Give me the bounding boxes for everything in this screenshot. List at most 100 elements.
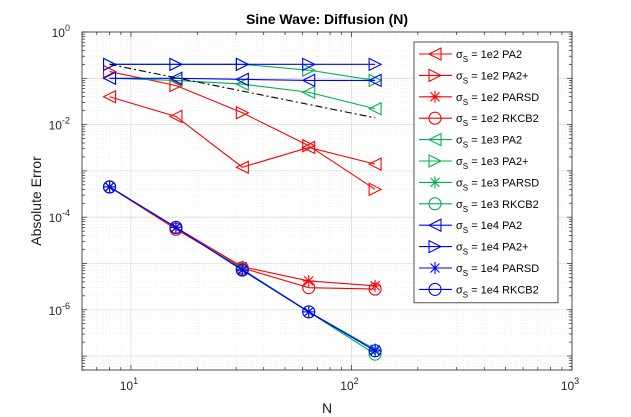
legend-item: σS = 1e4 PARSD	[419, 262, 539, 278]
legend-label-subscript: S	[463, 98, 468, 107]
legend-label: σS = 1e3 PA2	[456, 135, 522, 150]
legend-item: σS = 1e4 PA2+	[419, 239, 529, 257]
data-point	[368, 57, 383, 72]
legend-label-rest: = 1e4 PARSD	[468, 263, 539, 275]
y-axis-label: Absolute Error	[28, 156, 44, 246]
legend-box	[413, 41, 559, 304]
data-point	[235, 105, 250, 120]
y-tick-label: 10-4	[49, 208, 70, 225]
y-tick-label: 10-6	[49, 301, 70, 318]
legend-label: σS = 1e3 RKCB2	[456, 199, 539, 214]
series-line	[109, 96, 376, 168]
series-line	[109, 186, 376, 352]
legend-label-sigma: σ	[456, 49, 463, 61]
legend-item: σS = 1e4 RKCB2	[419, 282, 539, 299]
y-tick-label-base: 10	[49, 119, 63, 133]
legend-item: σS = 1e4 PA2	[419, 218, 522, 235]
data-point	[235, 72, 249, 87]
data-point	[169, 57, 184, 72]
legend-label-sigma: σ	[456, 156, 463, 168]
legend-label: σS = 1e2 PA2+	[456, 70, 529, 85]
series-1	[102, 89, 382, 175]
legend-label: σS = 1e2 RKCB2	[456, 113, 539, 128]
data-point	[168, 71, 183, 86]
y-tick-label-base: 10	[49, 304, 63, 318]
legend-label-sigma: σ	[456, 92, 463, 104]
legend-label-subscript: S	[463, 76, 468, 85]
legend-marker	[428, 197, 442, 211]
legend-label-sigma: σ	[456, 199, 463, 211]
y-tick-label: 100	[52, 23, 70, 40]
data-point	[302, 305, 316, 319]
legend-label-subscript: S	[463, 141, 468, 150]
legend-label-rest: = 1e2 PA2+	[468, 70, 528, 82]
legend-marker	[429, 262, 441, 274]
legend-marker	[428, 282, 442, 296]
data-point	[301, 140, 316, 155]
data-point	[368, 344, 382, 358]
data-point	[369, 344, 382, 357]
legend-label-subscript: S	[463, 119, 468, 128]
legend-label: σS = 1e3 PA2+	[456, 156, 529, 171]
legend-label-rest: = 1e3 PA2+	[468, 156, 528, 168]
legend-marker	[428, 239, 443, 254]
legend-label-subscript: S	[463, 205, 468, 214]
legend-label-rest: = 1e2 PA2	[468, 49, 522, 61]
legend-marker	[428, 154, 443, 168]
legend-label: σS = 1e4 PA2	[456, 220, 522, 235]
x-tick-label: 102	[340, 376, 358, 393]
y-tick-label-base: 10	[49, 211, 63, 225]
chart-title: Sine Wave: Diffusion (N)	[246, 11, 408, 27]
x-tick-label-base: 10	[120, 379, 134, 393]
legend-label: σS = 1e3 PARSD	[456, 177, 539, 192]
x-tick-label-exponent: 3	[574, 376, 579, 386]
data-point	[301, 73, 316, 88]
legend-label-subscript: S	[463, 248, 468, 257]
legend-label-sigma: σ	[456, 135, 463, 147]
y-tick-label-exponent: -2	[62, 116, 70, 126]
legend-label-sigma: σ	[456, 263, 463, 275]
legend-item: σS = 1e2 PARSD	[419, 90, 539, 107]
data-point	[103, 57, 117, 72]
data-point	[368, 282, 382, 296]
legend-marker	[428, 111, 442, 125]
legend-label-rest: = 1e4 RKCB2	[468, 284, 539, 296]
y-tick-label-exponent: -6	[62, 301, 70, 311]
legend-item: σS = 1e3 PA2+	[419, 154, 529, 171]
data-point	[302, 138, 316, 153]
data-point	[367, 157, 382, 172]
data-point	[235, 160, 249, 175]
legend-label-rest: = 1e3 PARSD	[468, 177, 539, 189]
legend-label-subscript: S	[463, 162, 468, 171]
x-tick-label: 103	[561, 376, 579, 393]
legend-marker	[428, 68, 443, 83]
legend-item: σS = 1e2 PA2+	[419, 68, 529, 85]
y-tick-label-exponent: -4	[62, 208, 70, 218]
legend-label-rest: = 1e2 RKCB2	[468, 113, 539, 125]
x-tick-label: 101	[120, 376, 138, 393]
data-point	[368, 182, 383, 197]
legend-label-sigma: σ	[456, 284, 463, 296]
legend-item: σS = 1e2 RKCB2	[419, 111, 539, 128]
y-tick-label: 10-2	[49, 116, 70, 133]
data-point	[302, 281, 316, 295]
legend-label: σS = 1e4 PARSD	[456, 263, 539, 278]
data-point	[302, 57, 316, 72]
legend-marker	[427, 218, 442, 233]
reference-line	[109, 63, 376, 119]
x-axis-label: N	[322, 400, 332, 416]
legend-label-rest: = 1e4 PA2	[468, 220, 522, 232]
data-point	[235, 57, 250, 72]
data-point	[235, 263, 249, 277]
legend-label-subscript: S	[463, 226, 468, 235]
series-12	[103, 180, 382, 358]
legend-label-sigma: σ	[456, 242, 463, 254]
series-line	[109, 77, 376, 110]
legend-label-rest: = 1e4 PA2+	[468, 242, 528, 254]
series-line	[109, 77, 376, 81]
legend-label-subscript: S	[463, 55, 468, 64]
legend-item: σS = 1e2 PA2	[419, 47, 522, 64]
x-tick-label-base: 10	[561, 379, 575, 393]
legend-marker	[427, 47, 442, 61]
